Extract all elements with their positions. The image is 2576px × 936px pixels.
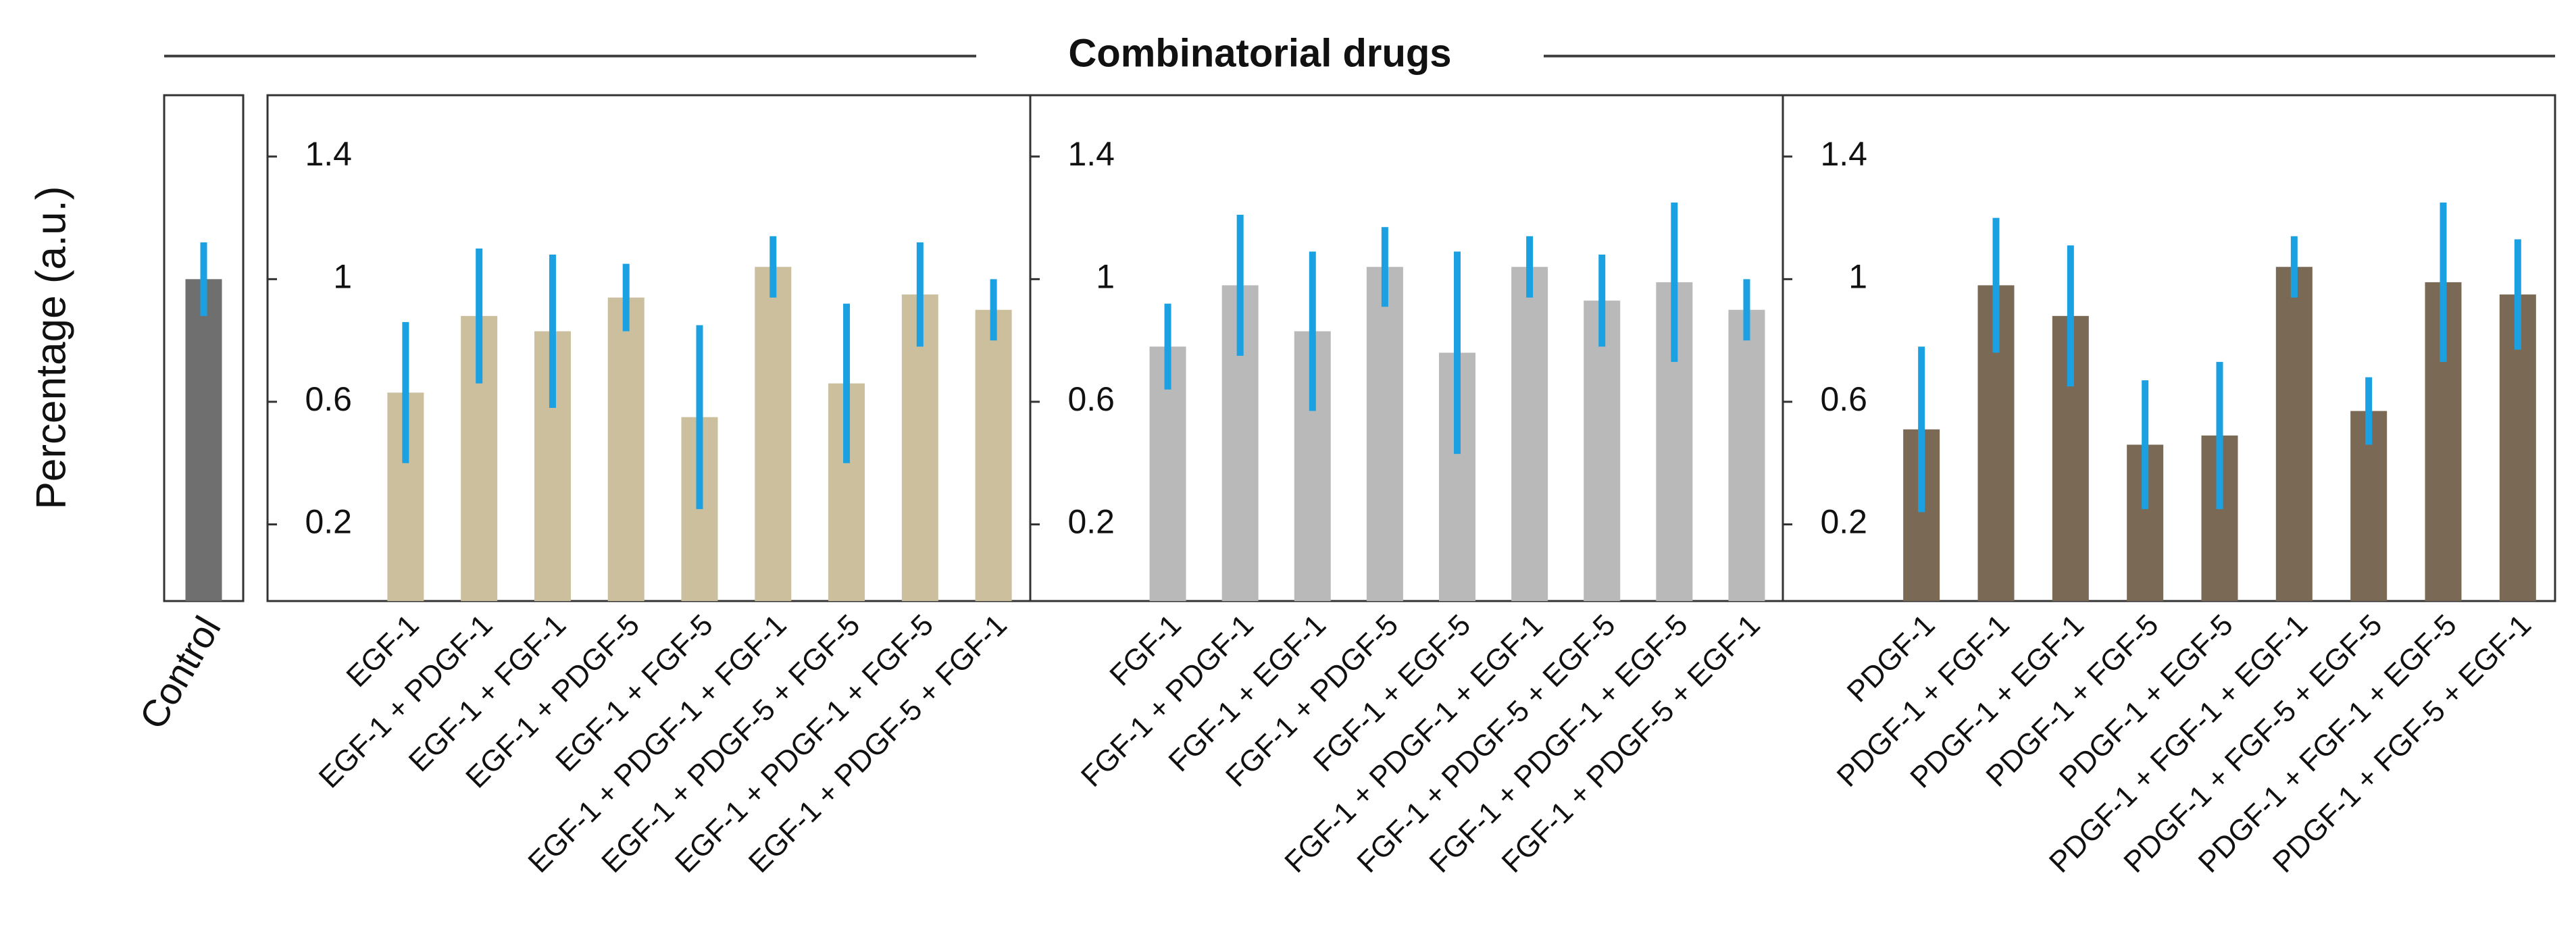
bar bbox=[607, 297, 645, 601]
y-tick-label: 0.2 bbox=[1067, 503, 1115, 541]
bar bbox=[755, 267, 792, 601]
bar bbox=[975, 309, 1012, 601]
y-tick-label: 0.2 bbox=[1820, 503, 1867, 541]
bar bbox=[2275, 267, 2313, 601]
bar bbox=[1511, 267, 1548, 601]
y-tick-label: 1.4 bbox=[1067, 135, 1115, 173]
y-axis-label: Percentage (a.u.) bbox=[28, 186, 74, 509]
y-tick-label: 0.6 bbox=[305, 380, 352, 418]
y-tick-label: 0.6 bbox=[1067, 380, 1115, 418]
x-tick-label: Control bbox=[131, 609, 229, 736]
y-tick-label: 0.6 bbox=[1820, 380, 1867, 418]
y-tick-label: 0.2 bbox=[305, 503, 352, 541]
y-tick-label: 1.4 bbox=[1820, 135, 1867, 173]
y-tick-label: 1 bbox=[333, 258, 352, 296]
bar bbox=[1366, 267, 1403, 601]
figure-title: Combinatorial drugs bbox=[1068, 31, 1451, 75]
bar bbox=[185, 279, 222, 601]
y-tick-label: 1 bbox=[1848, 258, 1867, 296]
bar bbox=[1728, 309, 1765, 601]
y-tick-label: 1.4 bbox=[305, 135, 352, 173]
y-tick-label: 1 bbox=[1096, 258, 1115, 296]
panel-frame bbox=[1782, 94, 2556, 602]
bar bbox=[1584, 301, 1621, 601]
